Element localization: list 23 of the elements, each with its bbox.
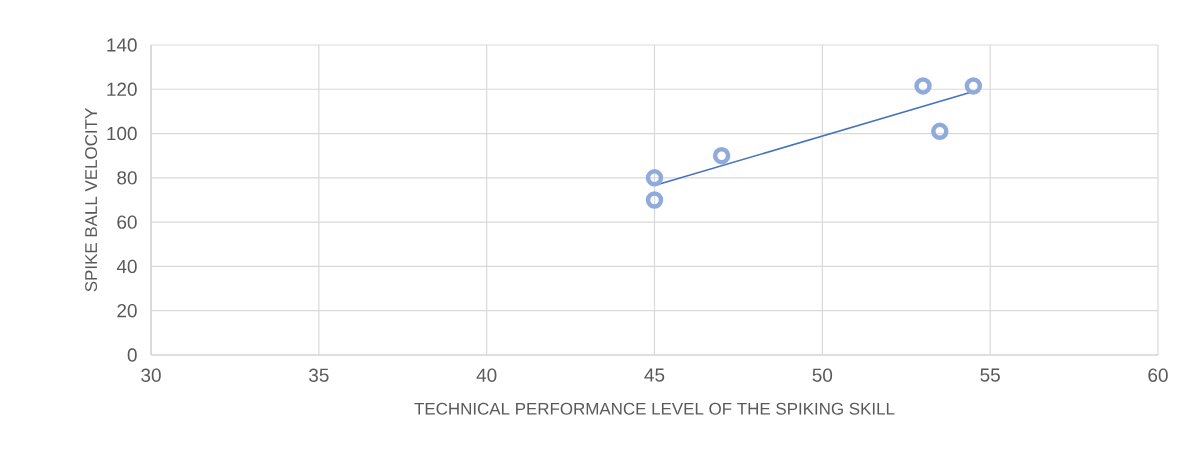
y-tick-label: 100 <box>107 126 137 141</box>
x-axis-title: TECHNICAL PERFORMANCE LEVEL OF THE SPIKING SKILL <box>414 402 895 415</box>
point <box>914 77 932 95</box>
y-tick-label: 120 <box>107 82 137 96</box>
point <box>645 169 664 187</box>
point <box>964 77 983 95</box>
x-tick-label: 60 <box>1148 368 1168 382</box>
x-tick-label: 35 <box>309 368 329 382</box>
y-tick-label: 140 <box>107 38 137 52</box>
x-tick-label: 50 <box>812 368 833 382</box>
y-tick-label: 80 <box>117 171 137 185</box>
point <box>645 191 664 209</box>
x-tick-label: 40 <box>476 368 497 382</box>
y-axis-title: SPIKE BALL VELOCITY <box>85 108 98 292</box>
point <box>712 146 731 165</box>
y-tick-label: 60 <box>117 215 137 229</box>
point <box>931 122 949 141</box>
x-tick-label: 45 <box>644 368 665 382</box>
y-tick-label: 40 <box>116 259 137 274</box>
y-tick-label: 0 <box>127 348 137 362</box>
x-tick-label: 30 <box>141 368 161 382</box>
x-tick-label: 55 <box>980 368 1000 382</box>
y-tick-label: 20 <box>117 304 137 318</box>
